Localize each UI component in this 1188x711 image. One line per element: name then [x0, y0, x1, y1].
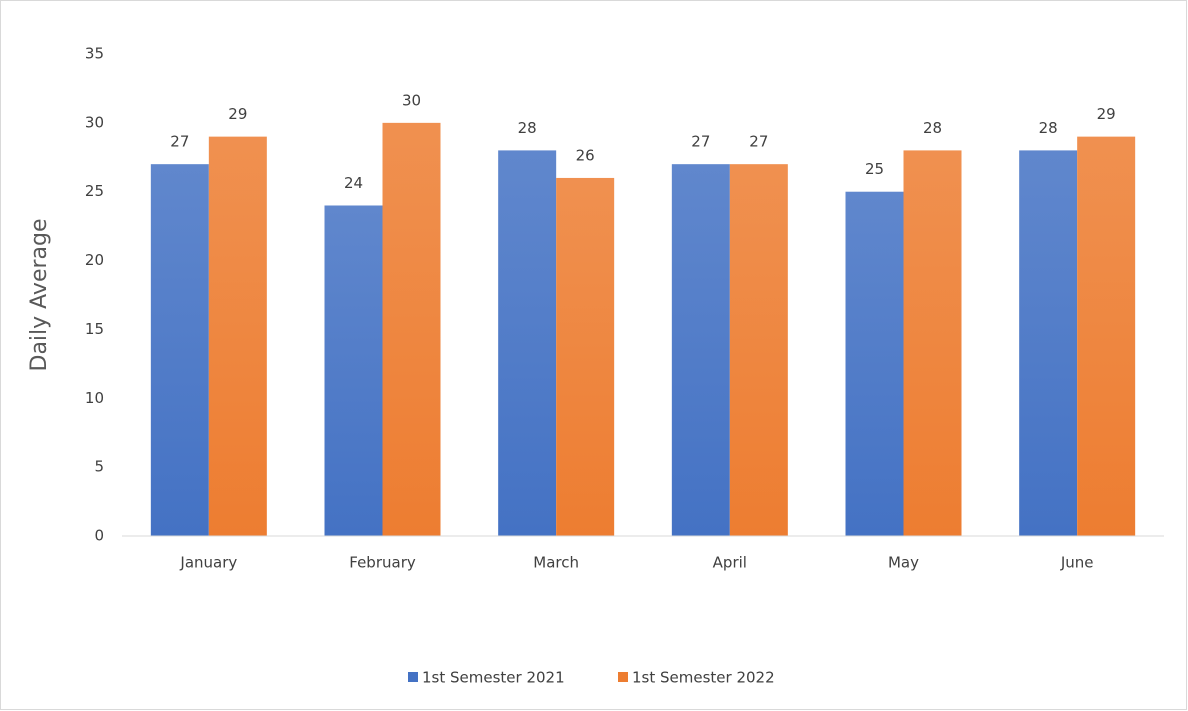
- bar: [671, 164, 730, 536]
- data-label: 28: [518, 119, 537, 137]
- bar: [1077, 136, 1136, 536]
- x-tick-label: June: [1060, 554, 1094, 572]
- bar: [498, 150, 557, 536]
- data-label: 25: [865, 160, 884, 178]
- data-label: 24: [344, 174, 363, 192]
- x-tick-label: April: [713, 554, 747, 572]
- y-axis-title: Daily Average: [27, 218, 52, 371]
- bar: [903, 150, 962, 536]
- data-label: 30: [402, 91, 421, 109]
- bar: [556, 177, 615, 536]
- data-label: 26: [576, 146, 595, 164]
- legend-label: 1st Semester 2021: [422, 669, 565, 687]
- y-tick-label: 30: [85, 113, 104, 131]
- legend-swatch: [408, 672, 418, 682]
- data-label: 27: [691, 133, 710, 151]
- bar: [150, 164, 209, 536]
- y-tick-label: 0: [94, 527, 104, 545]
- legend-swatch: [618, 672, 628, 682]
- legend-label: 1st Semester 2022: [632, 669, 775, 687]
- bar: [324, 205, 383, 536]
- x-tick-label: March: [533, 554, 579, 572]
- bar: [208, 136, 267, 536]
- x-tick-label: May: [888, 554, 919, 572]
- bar: [1019, 150, 1078, 536]
- y-tick-label: 20: [85, 251, 104, 269]
- bar: [845, 191, 904, 536]
- bar: [729, 164, 788, 536]
- y-tick-label: 15: [85, 320, 104, 338]
- data-label: 27: [170, 133, 189, 151]
- x-tick-label: January: [179, 554, 237, 572]
- data-label: 29: [228, 105, 247, 123]
- data-label: 28: [1039, 119, 1058, 137]
- data-label: 28: [923, 119, 942, 137]
- y-tick-label: 35: [85, 45, 104, 63]
- bar: [382, 122, 441, 536]
- y-tick-label: 25: [85, 182, 104, 200]
- data-label: 27: [749, 133, 768, 151]
- y-tick-label: 10: [85, 389, 104, 407]
- data-label: 29: [1097, 105, 1116, 123]
- y-tick-label: 5: [94, 458, 104, 476]
- x-tick-label: February: [349, 554, 416, 572]
